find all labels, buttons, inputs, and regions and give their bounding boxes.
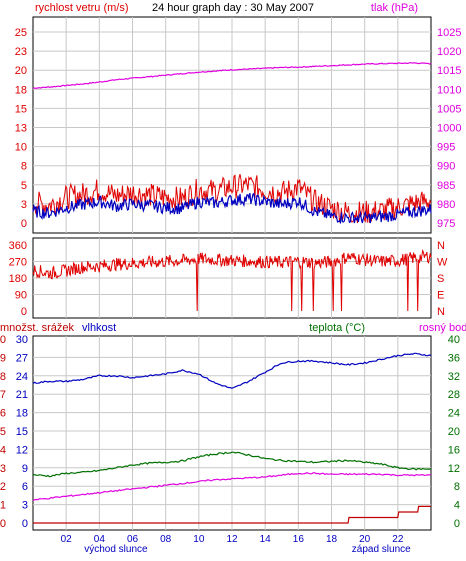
panel2-ytick-right: N <box>437 240 445 252</box>
panel1-ytick-right: 1000 <box>437 123 461 135</box>
panel3-ytick-humidity: 3 <box>22 500 28 512</box>
panel3-ytick-temperature: 8 <box>454 481 460 493</box>
panel1-ytick-right: 1010 <box>437 84 461 96</box>
humidity-line <box>32 352 432 389</box>
panel3-ytick-temperature: 12 <box>448 463 460 475</box>
panel3-ytick-rain: 3 <box>0 463 6 475</box>
panel1-ytick-right: 985 <box>437 180 455 192</box>
panel3-ytick-humidity: 12 <box>16 444 28 456</box>
panel1-ytick-right: 975 <box>437 218 455 230</box>
panel1-ylabel-left: rychlost vetru (m/s) <box>35 2 129 14</box>
panel2-ytick-left: 90 <box>15 290 27 302</box>
panel3-ytick-temperature: 40 <box>448 334 460 346</box>
panel3-ytick-rain: 6 <box>0 408 6 420</box>
panel3-ytick-humidity: 21 <box>16 389 28 401</box>
panel3-ytick-rain: 8 <box>0 371 6 383</box>
panel3-ytick-rain: 0 <box>0 518 6 530</box>
panel3-ytick-rain: 9 <box>0 352 6 364</box>
panel1-ytick-left: 23 <box>15 46 27 58</box>
pressure-line <box>32 62 432 89</box>
panel3-ytick-temperature: 16 <box>448 444 460 456</box>
panel3-xtick-label: 02 <box>61 534 73 545</box>
panel3-ylabel-humidity: vlhkost <box>82 322 116 334</box>
panel1-ylabel-right: tlak (hPa) <box>371 2 418 14</box>
panel3-ytick-humidity: 15 <box>16 426 28 438</box>
panel3-ytick-rain: 7 <box>0 389 6 401</box>
panel3-annotation: západ slunce <box>352 544 411 555</box>
panel3-xtick-label: 08 <box>160 534 172 545</box>
panel3-annotation: východ slunce <box>84 544 148 555</box>
panel2-ytick-right: W <box>437 257 448 269</box>
panel1-ytick-left: 0 <box>21 218 27 230</box>
panel3-ytick-humidity: 24 <box>16 371 28 383</box>
panel3-ytick-rain: 5 <box>0 426 6 438</box>
panel3-ytick-temperature: 4 <box>454 500 460 512</box>
panel3-xtick-label: 16 <box>293 534 305 545</box>
panel3-ytick-temperature: 36 <box>448 352 460 364</box>
panel1-ytick-right: 1025 <box>437 27 461 39</box>
panel1-ytick-right: 1015 <box>437 65 461 77</box>
panel3-ytick-humidity: 0 <box>22 518 28 530</box>
dewpoint-line <box>32 472 432 502</box>
panel1-ytick-right: 990 <box>437 161 455 173</box>
panel2-ytick-left: 0 <box>21 306 27 318</box>
panel1-ytick-left: 20 <box>15 65 27 77</box>
panel1-ytick-right: 980 <box>437 199 455 211</box>
panel3-xtick-label: 06 <box>127 534 139 545</box>
panel3-ytick-temperature: 0 <box>454 518 460 530</box>
panel3-ytick-temperature: 32 <box>448 371 460 383</box>
panel3-xtick-label: 12 <box>226 534 238 545</box>
panel3-xtick-label: 10 <box>193 534 205 545</box>
panel3-xtick-label: 18 <box>326 534 338 545</box>
panel2-ytick-right: N <box>437 306 445 318</box>
panel3-ytick-humidity: 27 <box>16 352 28 364</box>
panel1-ytick-left: 3 <box>21 199 27 211</box>
panel1-ytick-right: 1005 <box>437 103 461 115</box>
panel1-ytick-left: 13 <box>15 123 27 135</box>
panel2-ytick-left: 360 <box>9 240 27 252</box>
chart-title: 24 hour graph day : 30 May 2007 <box>152 2 314 14</box>
panel3-ytick-humidity: 18 <box>16 408 28 420</box>
panel3-ytick-temperature: 24 <box>448 408 460 420</box>
panel3-ytick-rain: 10 <box>0 334 6 346</box>
panel3-ytick-temperature: 20 <box>448 426 460 438</box>
panel2-ytick-left: 270 <box>9 257 27 269</box>
panel3-ytick-temperature: 28 <box>448 389 460 401</box>
panel3-ytick-rain: 4 <box>0 444 6 456</box>
panel3-ylabel-rain: množst. srážek <box>0 322 74 334</box>
panel1-ytick-left: 10 <box>15 142 27 154</box>
panel2-ytick-right: E <box>437 290 444 302</box>
rain-line <box>33 505 431 524</box>
panel1-ytick-right: 995 <box>437 142 455 154</box>
panel1-ytick-left: 8 <box>21 161 27 173</box>
panel3-ytick-rain: 2 <box>0 481 6 493</box>
panel2-ytick-right: S <box>437 273 444 285</box>
panel2-ytick-left: 180 <box>9 273 27 285</box>
panel3-ylabel-temperature: teplota (°C) <box>309 322 365 334</box>
panel1-ytick-left: 18 <box>15 84 27 96</box>
wind-line <box>32 192 432 225</box>
panel1-ytick-right: 1020 <box>437 46 461 58</box>
panel1-ytick-left: 15 <box>15 103 27 115</box>
panel3-xtick-label: 04 <box>94 534 106 545</box>
panel3-ytick-rain: 1 <box>0 500 6 512</box>
panel3-xtick-label: 14 <box>260 534 272 545</box>
panel3-ytick-humidity: 6 <box>22 481 28 493</box>
direction-line <box>32 248 432 312</box>
panel1-ytick-left: 5 <box>21 180 27 192</box>
panel3-ylabel-dewpoint: rosný bod <box>419 322 466 334</box>
temperature-line <box>32 451 432 478</box>
panel3-xtick-label: 22 <box>392 534 404 545</box>
panel3-xtick-label: 20 <box>359 534 371 545</box>
panel3-ytick-humidity: 30 <box>16 334 28 346</box>
panel1-ytick-left: 25 <box>15 27 27 39</box>
panel3-ytick-humidity: 9 <box>22 463 28 475</box>
